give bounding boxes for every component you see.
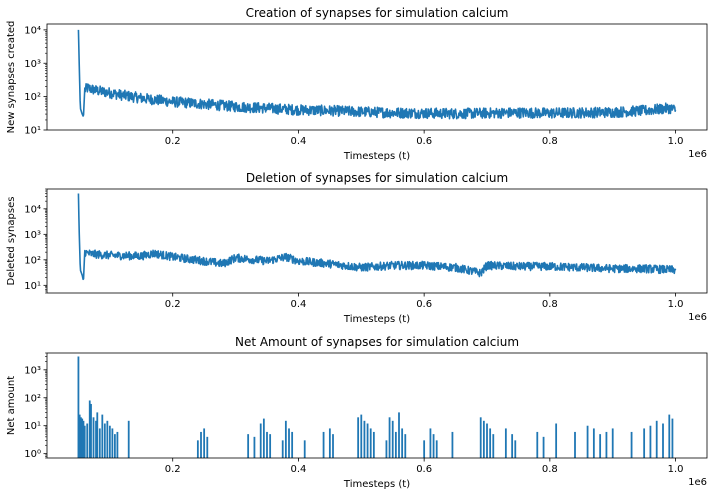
axes-frame bbox=[46, 23, 708, 131]
x-tick-label: 0.2 bbox=[165, 464, 181, 475]
y-tick-label: 10¹ bbox=[24, 281, 41, 292]
y-tick-label: 10¹ bbox=[24, 126, 41, 137]
x-tick-label: 0.2 bbox=[165, 299, 181, 310]
x-offset-label: 1e6 bbox=[688, 477, 707, 488]
y-tick-label: 10⁰ bbox=[24, 449, 41, 460]
x-tick-label: 0.4 bbox=[290, 299, 306, 310]
x-tick-label: 0.2 bbox=[165, 136, 181, 147]
x-tick-label: 0.8 bbox=[542, 464, 558, 475]
x-tick-label: 0.6 bbox=[416, 464, 432, 475]
y-axis-label: Deleted synapses bbox=[6, 197, 17, 286]
y-tick-label: 10² bbox=[24, 92, 41, 103]
axes-frame bbox=[46, 188, 708, 294]
x-offset-label: 1e6 bbox=[688, 149, 707, 160]
chart-panel-creation: 0.2 0.4 0.6 0.8 1.0 10¹ 10² 10³ 10⁴ Creation of s… bbox=[6, 6, 708, 162]
x-tick-label: 1.0 bbox=[668, 464, 684, 475]
chart-title: Deletion of synapses for simulation calc… bbox=[246, 171, 508, 185]
y-tick-label: 10³ bbox=[24, 59, 41, 70]
y-tick-label: 10² bbox=[24, 255, 41, 266]
x-axis-label: Timesteps (t) bbox=[343, 314, 410, 325]
y-axis-label: New synapses created bbox=[6, 21, 17, 134]
chart-panel-net-amount: 0.2 0.4 0.6 0.8 1.0 10⁰ 10¹ 10² 10³ Net Amount of… bbox=[6, 335, 708, 490]
y-tick-label: 10⁴ bbox=[24, 204, 41, 215]
x-tick-label: 0.6 bbox=[416, 299, 432, 310]
x-offset-label: 1e6 bbox=[688, 312, 707, 323]
y-tick-label: 10³ bbox=[24, 230, 41, 241]
plot-area bbox=[77, 29, 677, 120]
plot-area bbox=[77, 193, 677, 281]
x-tick-label: 1.0 bbox=[668, 136, 684, 147]
axes-frame bbox=[46, 352, 708, 459]
y-tick-label: 10² bbox=[24, 393, 41, 404]
plot-area bbox=[77, 356, 674, 458]
y-tick-label: 10³ bbox=[24, 365, 41, 376]
y-tick-label: 10⁴ bbox=[24, 25, 41, 36]
x-tick-label: 1.0 bbox=[668, 299, 684, 310]
chart-title: Net Amount of synapses for simulation ca… bbox=[235, 335, 519, 349]
x-tick-label: 0.4 bbox=[290, 464, 306, 475]
series-line bbox=[77, 29, 677, 120]
x-tick-label: 0.4 bbox=[290, 136, 306, 147]
x-axis-label: Timesteps (t) bbox=[343, 479, 410, 490]
x-tick-label: 0.6 bbox=[416, 136, 432, 147]
y-axis-label: Net amount bbox=[6, 376, 17, 435]
chart-title: Creation of synapses for simulation calc… bbox=[246, 6, 509, 20]
x-axis-label: Timesteps (t) bbox=[343, 151, 410, 162]
x-tick-label: 0.8 bbox=[542, 136, 558, 147]
series-line bbox=[77, 193, 677, 281]
y-tick-label: 10¹ bbox=[24, 421, 41, 432]
chart-panel-deletion: 0.2 0.4 0.6 0.8 1.0 10¹ 10² 10³ 10⁴ Deletion of s… bbox=[6, 171, 708, 325]
x-tick-label: 0.8 bbox=[542, 299, 558, 310]
